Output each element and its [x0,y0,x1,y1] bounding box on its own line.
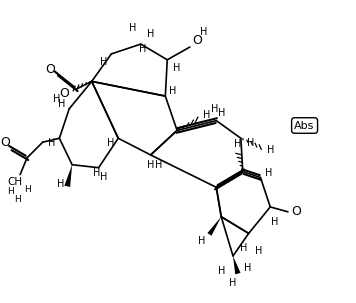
Text: H: H [139,44,146,54]
Text: H: H [155,160,162,170]
Text: H: H [53,94,60,104]
Text: H: H [267,145,274,155]
Text: H: H [211,104,218,114]
Text: H: H [203,110,210,120]
Text: H: H [244,263,251,273]
Text: H: H [57,179,64,189]
Text: H: H [198,236,205,246]
Text: H: H [173,63,181,73]
Text: H: H [200,27,207,37]
Text: O: O [192,34,201,47]
Polygon shape [233,256,241,274]
Text: H: H [247,138,254,148]
Text: H: H [107,138,114,148]
Text: H: H [48,138,55,148]
Text: H: H [229,278,237,288]
Polygon shape [64,165,72,187]
Text: H: H [234,139,242,149]
Text: O: O [59,87,69,100]
Text: O: O [46,63,56,76]
Text: Abs: Abs [294,121,315,131]
Text: H: H [14,195,21,204]
Text: H: H [129,23,137,33]
Text: CH: CH [8,177,23,187]
Text: H: H [100,57,107,67]
Text: O: O [291,205,301,218]
Text: H: H [58,99,65,109]
Polygon shape [208,217,221,236]
Text: H: H [93,168,100,178]
Text: H: H [169,86,177,96]
Text: H: H [147,160,154,170]
Text: H: H [218,266,225,276]
Text: H: H [7,187,14,196]
Text: H: H [147,29,154,39]
Text: H: H [255,246,262,256]
Text: H: H [23,185,30,194]
Text: H: H [240,243,247,253]
Text: O: O [0,136,10,149]
Text: H: H [100,172,107,182]
Text: H: H [265,168,272,178]
Text: H: H [218,108,225,118]
Text: H: H [272,217,279,227]
